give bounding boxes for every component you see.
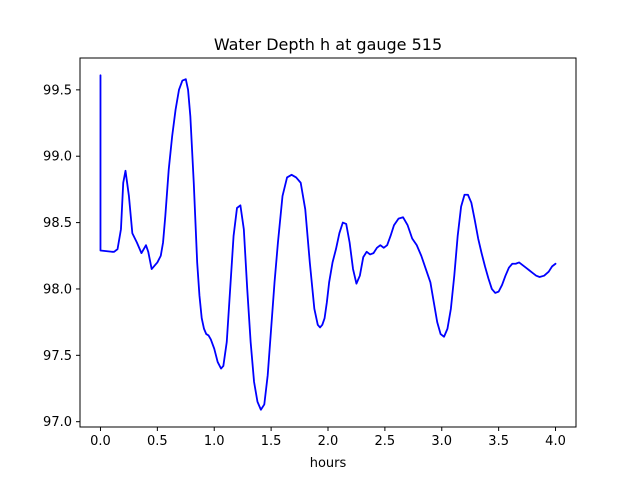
x-tick-label: 3.5 bbox=[488, 434, 509, 449]
x-tick-label: 2.0 bbox=[318, 434, 339, 449]
series-line-0 bbox=[99, 74, 557, 411]
x-tick-label: 0.5 bbox=[147, 434, 168, 449]
x-tick-label: 0.0 bbox=[90, 434, 111, 449]
y-tick-label: 97.5 bbox=[43, 349, 72, 364]
x-tick-label: 3.0 bbox=[431, 434, 452, 449]
y-tick-label: 99.5 bbox=[43, 83, 72, 98]
y-tick-label: 97.0 bbox=[43, 415, 72, 430]
x-tick-label: 2.5 bbox=[375, 434, 396, 449]
plot-frame bbox=[79, 57, 577, 428]
x-tick-label: 1.0 bbox=[204, 434, 225, 449]
y-tick-label: 99.0 bbox=[43, 150, 72, 165]
axis-ticks: 0.0 0.5 1.0 1.5 2.0 2.5 3.0 3.5 4.0 97.0 97.5 98.0 9… bbox=[43, 83, 566, 449]
x-axis-label: hours bbox=[310, 456, 347, 471]
y-tick-label: 98.0 bbox=[43, 282, 72, 297]
x-tick-label: 1.5 bbox=[261, 434, 282, 449]
x-tick-label: 4.0 bbox=[545, 434, 566, 449]
plot-area bbox=[79, 57, 577, 428]
y-tick-label: 98.5 bbox=[43, 216, 72, 231]
chart-title: Water Depth h at gauge 515 bbox=[214, 35, 442, 54]
